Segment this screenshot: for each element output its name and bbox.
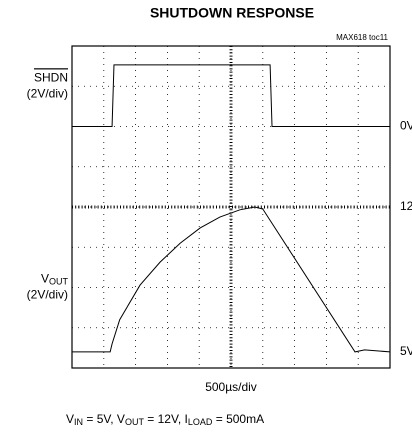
annotation: MAX618 toc11	[336, 33, 388, 42]
level-label: 12V	[400, 199, 412, 213]
text-part: = 5V, V	[83, 412, 125, 426]
plot-frame	[71, 45, 391, 369]
text-part: SHDN	[34, 70, 68, 84]
text-part: IN	[74, 417, 83, 427]
level-label: 0V	[400, 119, 412, 133]
x-axis-label: 500µs/div	[205, 380, 257, 394]
series-label: VOUT	[41, 272, 69, 287]
text-part: LOAD	[188, 417, 213, 427]
text-part: = 12V, I	[144, 412, 188, 426]
note: VIN = 5V, VOUT = 12V, ILOAD = 500mA	[66, 412, 264, 427]
text-part: V	[66, 412, 74, 426]
series-scale: (2V/div)	[27, 288, 68, 302]
text-part: = 500mA	[212, 412, 264, 426]
level-label: 5V	[400, 344, 412, 358]
chart-title: SHUTDOWN RESPONSE	[150, 5, 314, 21]
series-scale: (2V/div)	[27, 86, 68, 100]
trace	[72, 206, 391, 353]
trace	[72, 64, 390, 127]
text-part: OUT	[125, 417, 145, 427]
text-part: OUT	[49, 277, 69, 287]
series-label: SHDN	[34, 70, 68, 84]
text-part: V	[41, 272, 49, 286]
